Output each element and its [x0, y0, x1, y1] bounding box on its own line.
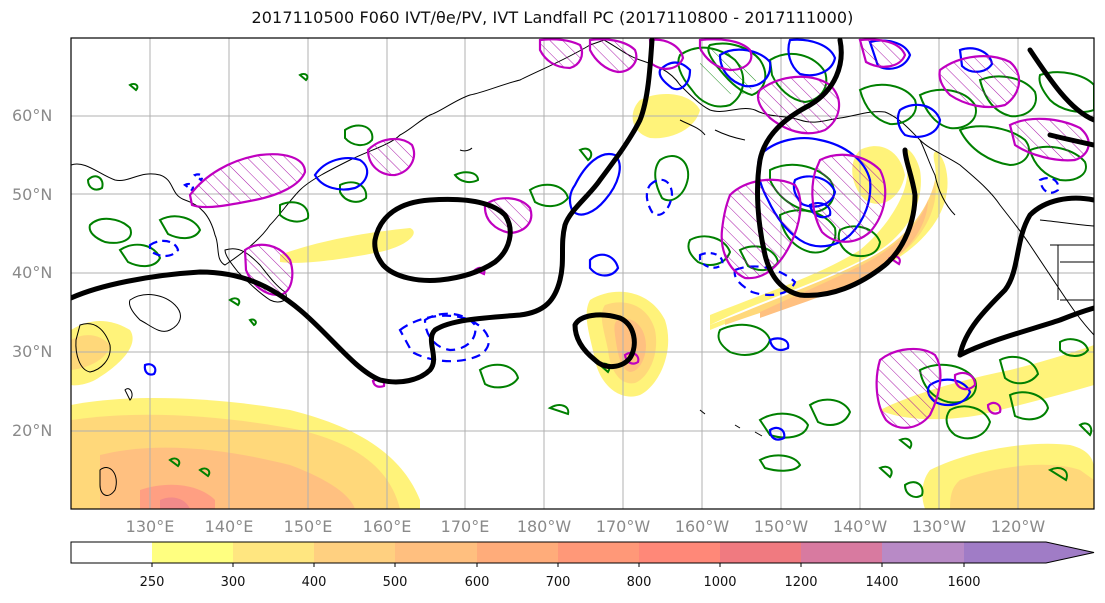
colorbar-tick-label: 1400 [865, 575, 899, 590]
lon-label-130e: 130°E [125, 517, 175, 536]
ivt-shading [71, 94, 1094, 509]
colorbar [70, 541, 1095, 567]
colorbar-tick-label: 250 [139, 575, 165, 590]
colorbar-tick-label: 1000 [703, 575, 737, 590]
colorbar-tick-label: 400 [301, 575, 327, 590]
lat-label-20n: 20°N [12, 421, 53, 440]
map-title: 2017110500 F060 IVT/θe/PV, IVT Landfall … [251, 8, 854, 27]
lon-label-150w: 150°W [753, 517, 809, 536]
lon-label-120w: 120°W [990, 517, 1046, 536]
lat-label-50n: 50°N [12, 185, 53, 204]
colorbar-tick-label: 800 [626, 575, 652, 590]
colorbar-tick-label: 1200 [784, 575, 818, 590]
theta-e-contours [71, 38, 1094, 385]
lon-label-160w: 160°W [674, 517, 730, 536]
lat-label-30n: 30°N [12, 342, 53, 361]
lon-label-150e: 150°E [283, 517, 333, 536]
colorbar-tick-label: 700 [545, 575, 571, 590]
graticule [71, 38, 1094, 509]
lon-label-170e: 170°E [440, 517, 490, 536]
lon-label-160e: 160°E [362, 517, 412, 536]
colorbar-tick-label: 300 [220, 575, 246, 590]
colorbar-tick-label: 1600 [947, 575, 981, 590]
colorbar-tick-label: 600 [464, 575, 490, 590]
lon-label-180w: 180°W [516, 517, 572, 536]
lon-label-140w: 140°W [832, 517, 888, 536]
colorbar-tick-label: 500 [382, 575, 408, 590]
lat-label-40n: 40°N [12, 263, 53, 282]
map-frame [70, 37, 1095, 510]
lon-label-170w: 170°W [595, 517, 651, 536]
lon-label-140e: 140°E [204, 517, 254, 536]
lon-label-130w: 130°W [911, 517, 967, 536]
lat-label-60n: 60°N [12, 106, 53, 125]
